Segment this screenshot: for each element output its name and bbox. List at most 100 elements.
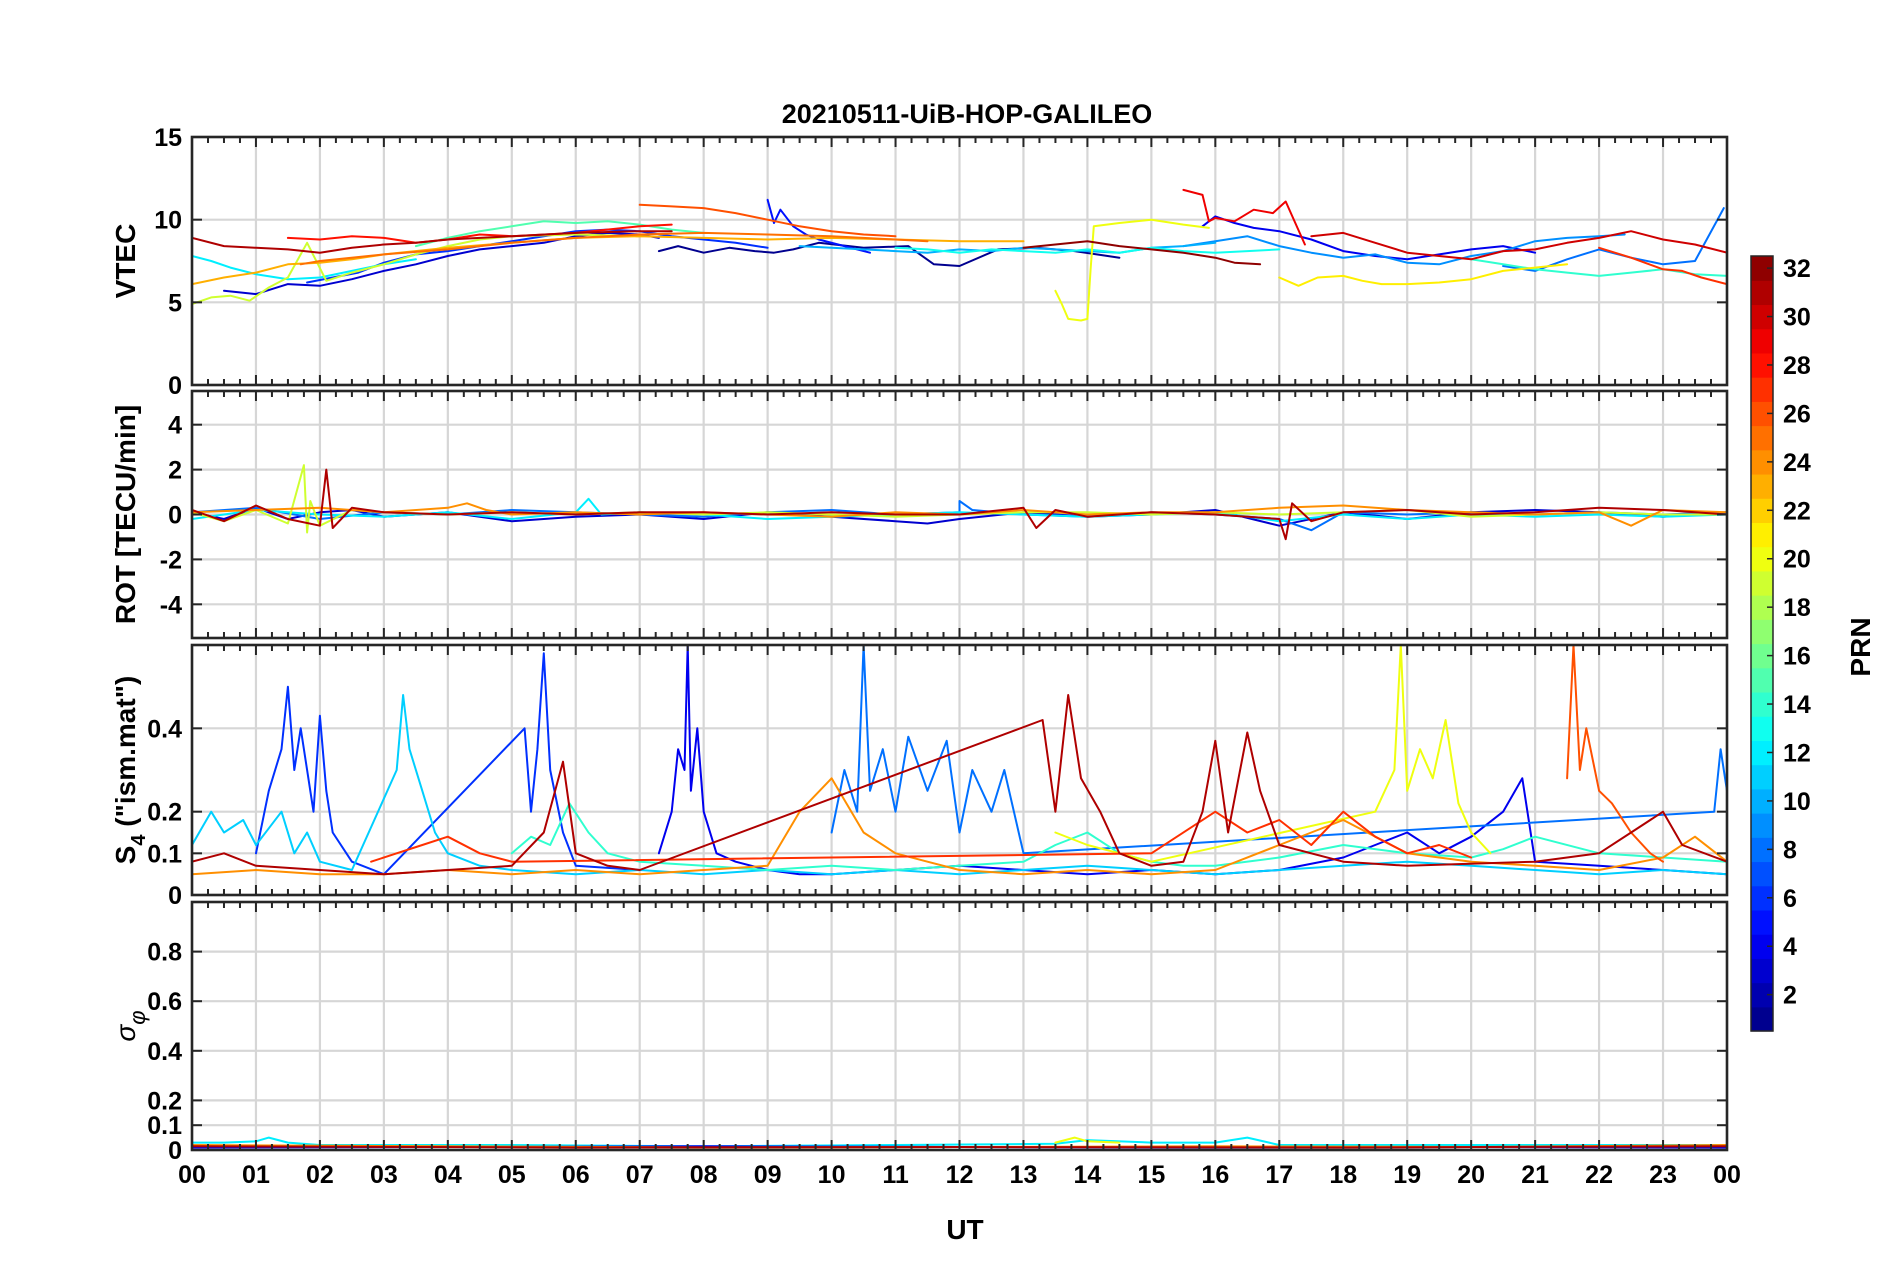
series-prn-19 <box>192 233 641 305</box>
colorbar-band <box>1751 304 1773 330</box>
y-tick-label: 0.1 <box>147 1112 182 1140</box>
s4-label-rest: ("ism.mat") <box>110 676 141 835</box>
panel-sigma_phi-x-ticks <box>191 902 1728 1150</box>
colorbar-tick-label: 20 <box>1783 546 1811 574</box>
x-tick-label: 04 <box>434 1161 462 1189</box>
colorbar-tick-label: 26 <box>1783 400 1811 428</box>
panel-vtec-x-ticks <box>191 137 1728 385</box>
x-tick-labels: 00 01 02 03 04 05 06 07 08 09 10 11 12 13 14 15 16 17 18 19… <box>178 1161 1741 1189</box>
y-tick-label: 0.2 <box>147 799 182 827</box>
y-tick-label: 10 <box>154 207 182 235</box>
colorbar-band <box>1751 764 1773 790</box>
series-prn-26 <box>1566 645 1664 863</box>
colorbar-tick-label: 24 <box>1783 449 1811 477</box>
series-prn-26 <box>638 203 897 238</box>
phi-subscript: φ <box>125 1010 150 1024</box>
series-prn-5 <box>766 198 871 254</box>
x-tick-label: 14 <box>1074 1161 1102 1189</box>
series-prn-12 <box>192 255 417 281</box>
colorbar-band <box>1751 1006 1773 1032</box>
colorbar-band <box>1751 716 1773 741</box>
x-tick-label: 13 <box>1010 1161 1038 1189</box>
y-tick-label: 15 <box>154 124 182 152</box>
s4-label-s: S <box>110 846 141 865</box>
panel-sigma_phi-x-grid <box>190 902 1729 1150</box>
x-tick-label: 21 <box>1521 1161 1549 1189</box>
colorbar-band <box>1751 643 1773 669</box>
panel-vtec-x-grid <box>190 137 1729 385</box>
colorbar-band <box>1751 280 1773 306</box>
x-tick-label: 09 <box>754 1161 782 1189</box>
x-tick-label: 19 <box>1393 1161 1421 1189</box>
colorbar-band <box>1751 328 1773 354</box>
series-prn-21 <box>1278 263 1569 287</box>
series-prn-4 <box>1201 215 1537 261</box>
x-tick-label: 05 <box>498 1161 526 1189</box>
series-prn-20 <box>1054 1136 1121 1144</box>
panel-vtec-y-ticks <box>192 136 1727 386</box>
colorbar-tick-label: 22 <box>1783 497 1811 525</box>
colorbar-band <box>1751 449 1773 475</box>
sigma-symbol: σ <box>110 1024 141 1042</box>
y-tick-label: 0.4 <box>147 1038 182 1066</box>
y-tick-label: 0.2 <box>147 1087 182 1115</box>
colorbar-band <box>1751 813 1773 838</box>
series-prn-9 <box>1182 233 1626 266</box>
colorbar-tick-label: 14 <box>1783 691 1811 719</box>
y-tick-label: 0.4 <box>147 715 182 743</box>
series-prn-27 <box>1598 246 1727 286</box>
colorbar-band <box>1751 691 1773 717</box>
y-tick-label: 0 <box>168 502 182 530</box>
colorbar-tick-label: 18 <box>1783 594 1811 622</box>
panel-rot: -4 -2 0 2 4 ROT [TECU/min] <box>110 389 1729 640</box>
colorbar-band <box>1751 934 1773 959</box>
x-tick-label: 18 <box>1329 1161 1357 1189</box>
chart-title: 20210511-UiB-HOP-GALILEO <box>782 99 1153 129</box>
colorbar-band <box>1751 546 1773 572</box>
panel-sigma_phi: 00.10.2 0.4 0.6 0.8 σφ <box>110 900 1729 1165</box>
series-prn-15 <box>414 220 705 248</box>
y-tick-label: 2 <box>168 457 182 485</box>
series-prn-31 <box>192 694 1727 876</box>
colorbar-band <box>1751 256 1773 281</box>
series-prn-13 <box>894 246 1281 254</box>
colorbar-tick-label: 30 <box>1783 304 1811 332</box>
colorbar-tick-label: 10 <box>1783 788 1811 816</box>
panel-vtec: 0 5 10 15 VTEC <box>110 124 1729 400</box>
colorbar-band <box>1751 522 1773 548</box>
colorbar-tick-label: 2 <box>1783 982 1797 1010</box>
y-axis-label-sigma-phi: σφ <box>110 1010 150 1041</box>
panel-s4-x-ticks <box>191 645 1728 895</box>
x-tick-label: 02 <box>306 1161 334 1189</box>
x-tick-label: 16 <box>1201 1161 1229 1189</box>
colorbar-band <box>1751 498 1773 524</box>
s4-label-subscript: 4 <box>128 834 150 846</box>
colorbar-tick-label: 16 <box>1783 643 1811 671</box>
colorbar-band <box>1751 425 1773 451</box>
x-tick-label: 12 <box>946 1161 974 1189</box>
series-prn-30 <box>1310 230 1727 261</box>
y-tick-label: 0 <box>168 1137 182 1165</box>
y-axis-label-rot: ROT [TECU/min] <box>110 405 141 624</box>
y-tick-label: 0 <box>168 372 182 400</box>
colorbar-band <box>1751 885 1773 911</box>
series-prn-3 <box>223 231 660 296</box>
x-tick-label: 10 <box>818 1161 846 1189</box>
colorbar-band <box>1751 909 1773 935</box>
colorbar-label: PRN <box>1845 617 1876 676</box>
colorbar-band <box>1751 788 1773 814</box>
x-tick-label: 20 <box>1457 1161 1485 1189</box>
colorbar-band <box>1751 837 1773 863</box>
x-tick-label: 00 <box>1713 1161 1741 1189</box>
y-axis-label-s4: S4 ("ism.mat") <box>110 676 150 865</box>
series-prn-32 <box>1022 240 1262 266</box>
colorbar-band <box>1751 861 1773 887</box>
series-prn-4 <box>657 645 1727 876</box>
y-tick-label: 4 <box>168 412 182 440</box>
series-prn-31 <box>192 468 1727 541</box>
colorbar-band <box>1751 352 1773 378</box>
colorbar-band <box>1751 401 1773 427</box>
colorbar-band <box>1751 570 1773 596</box>
